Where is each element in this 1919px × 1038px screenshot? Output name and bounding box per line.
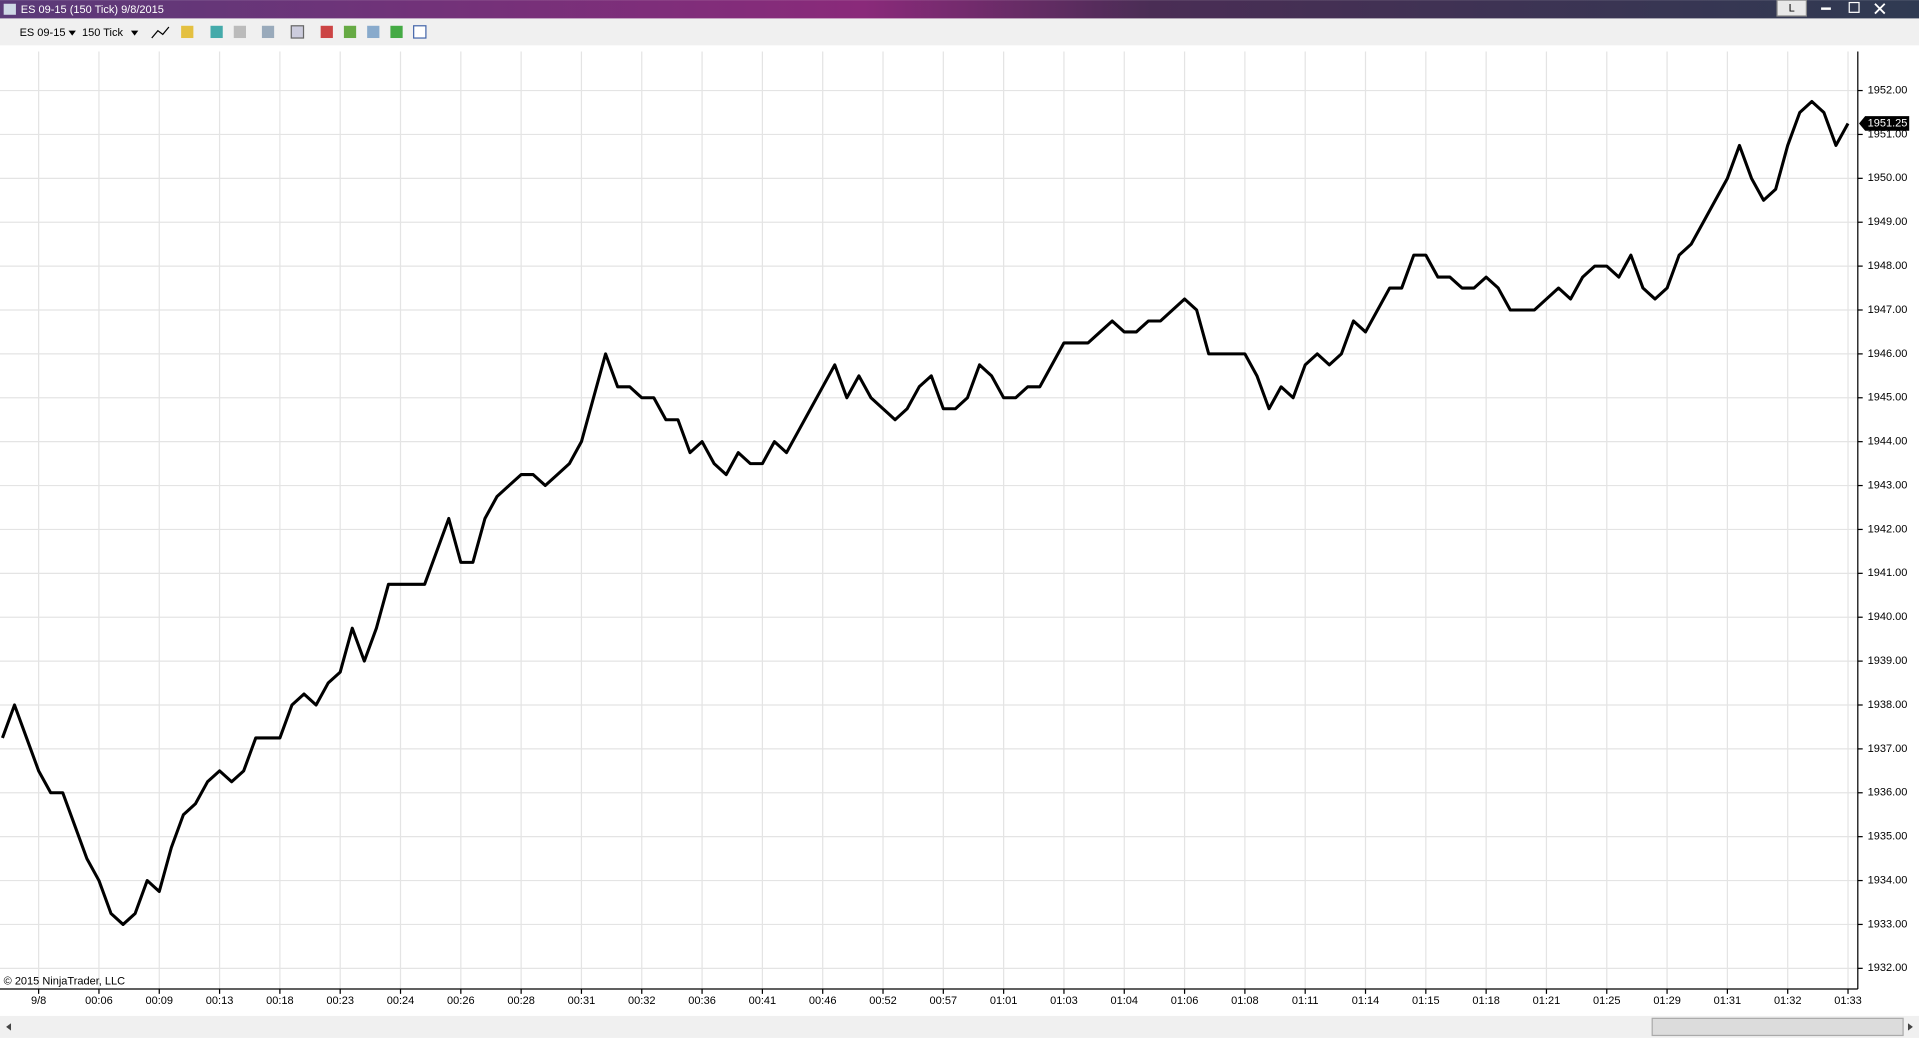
x-tick-label: 00:31 [568,995,596,1007]
y-tick-label: 1932.00 [1868,962,1908,974]
x-tick-label: 00:57 [930,995,958,1007]
y-tick-label: 1947.00 [1868,304,1908,316]
x-tick-label: 00:32 [628,995,656,1007]
y-tick-label: 1938.00 [1868,699,1908,711]
x-tick-label: 01:32 [1774,995,1802,1007]
properties-icon[interactable] [367,25,380,39]
data-box-icon[interactable] [343,25,357,39]
link-button[interactable] [1776,0,1808,17]
y-tick-label: 1937.00 [1868,743,1908,755]
x-tick-label: 00:41 [749,995,777,1007]
y-tick-label: 1934.00 [1868,874,1908,886]
x-tick-label: 00:18 [266,995,294,1007]
y-tick-label: 1946.00 [1868,348,1908,360]
plot-area: 1932.00 1933.00 1934.00 1935.00 1936.00 1937.… [0,51,1907,1007]
y-tick-label: 1935.00 [1868,831,1908,843]
x-tick-label: 00:23 [326,995,354,1007]
scrollbar[interactable] [0,1015,1919,1038]
y-tick-label: 1939.00 [1868,655,1908,667]
x-tick-label: 01:03 [1050,995,1078,1007]
instrument-selector[interactable]: ES 09-15 [20,27,66,39]
y-tick-label: 1952.00 [1868,84,1908,96]
chart-style-icon[interactable] [151,26,170,39]
zoom-icon[interactable] [290,25,305,39]
y-tick-label: 1942.00 [1868,523,1908,535]
indicator-icon[interactable] [210,25,223,39]
x-tick-label: 01:08 [1231,995,1259,1007]
y-tick-label: 1933.00 [1868,918,1908,930]
y-tick-label: 1949.00 [1868,216,1908,228]
strategy-icon[interactable] [233,25,246,39]
price-line [1,99,1850,926]
restore-button[interactable] [1848,1,1860,13]
x-tick-label: 00:28 [507,995,535,1007]
x-tick-label: 01:04 [1110,995,1138,1007]
x-tick-label: 01:33 [1834,995,1862,1007]
dropdown-arrow[interactable] [130,30,139,36]
x-tick-label: 01:31 [1714,995,1742,1007]
drawing-tool-icon[interactable] [181,25,194,39]
app-icon [3,3,16,15]
y-tick-label: 1941.00 [1868,567,1908,579]
copyright: © 2015 NinjaTrader, LLC [4,976,125,988]
x-tick-label: 01:01 [990,995,1018,1007]
toolbar [0,18,1919,46]
y-tick-label: 1945.00 [1868,392,1908,404]
y-tick-label: 1951.00 [1868,128,1908,140]
last-price-marker [1859,116,1910,131]
x-tick-label: 00:26 [447,995,475,1007]
last-price-label: 1951.25 [1868,117,1908,129]
cursor-icon[interactable] [261,25,275,39]
scrollbar-thumb[interactable] [1651,1017,1904,1037]
x-tick-label: 00:52 [869,995,897,1007]
dropdown-arrow[interactable] [68,30,76,36]
window-title: ES 09-15 (150 Tick) 9/8/2015 [21,4,164,16]
y-tick-label: 1944.00 [1868,436,1908,448]
x-tick-label: 01:29 [1653,995,1681,1007]
x-tick-label: 00:13 [206,995,234,1007]
layout-icon[interactable] [413,25,427,39]
close-button[interactable] [1874,3,1886,15]
minimize-button[interactable] [1821,7,1831,10]
y-tick-label: 1950.00 [1868,172,1908,184]
x-tick-label: 01:06 [1171,995,1199,1007]
order-icon[interactable] [320,25,333,39]
link-button-label[interactable]: L [1789,3,1795,15]
x-tick-label: 01:18 [1472,995,1500,1007]
x-tick-label: 01:21 [1533,995,1561,1007]
x-tick-label: 01:15 [1412,995,1440,1007]
y-tick-label: 1940.00 [1868,611,1908,623]
x-tick-label: 00:06 [85,995,113,1007]
x-tick-label: 00:36 [688,995,716,1007]
x-tick-label: 00:46 [809,995,837,1007]
x-tick-label: 00:24 [387,995,415,1007]
y-tick-label: 1948.00 [1868,260,1908,272]
x-tick-label: 01:25 [1593,995,1621,1007]
x-tick-label: 01:14 [1352,995,1380,1007]
title-bar [0,0,1919,19]
x-tick-label: 00:09 [145,995,173,1007]
template-icon[interactable] [390,25,403,39]
y-tick-label: 1943.00 [1868,479,1908,491]
x-tick-label: 01:11 [1292,995,1319,1007]
x-tick-label: 9/8 [31,995,46,1007]
interval-selector[interactable]: 150 Tick [82,27,123,39]
y-tick-label: 1936.00 [1868,787,1908,799]
